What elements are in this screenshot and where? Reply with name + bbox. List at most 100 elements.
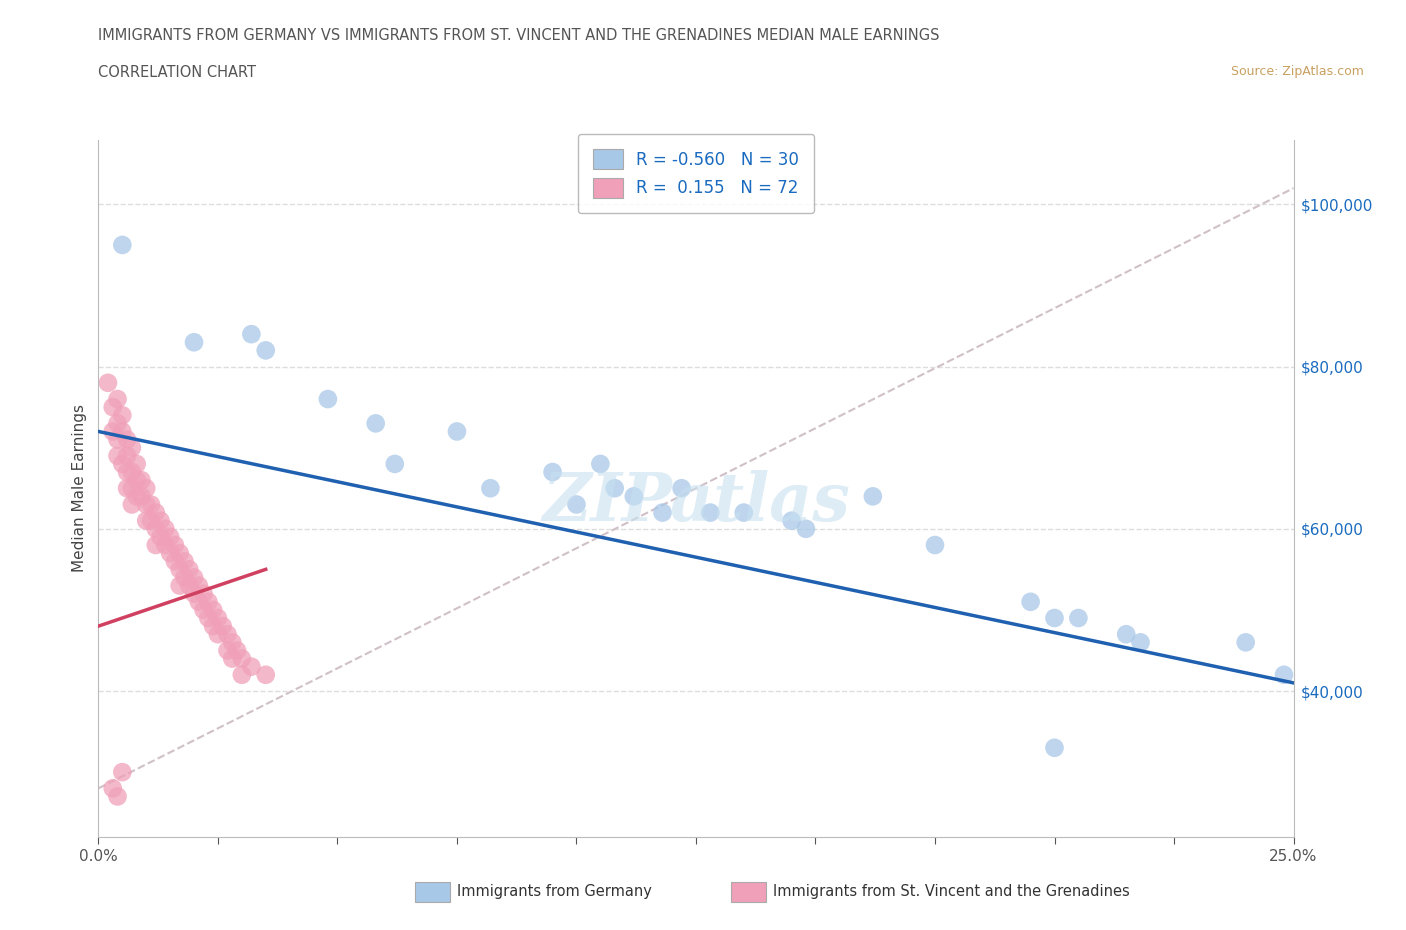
Point xyxy=(111,237,134,252)
Point xyxy=(107,392,129,406)
Point xyxy=(111,764,134,779)
Point xyxy=(671,481,693,496)
Point xyxy=(603,481,626,496)
Point xyxy=(125,489,148,504)
Point xyxy=(169,578,191,593)
Text: Immigrants from St. Vincent and the Grenadines: Immigrants from St. Vincent and the Gren… xyxy=(773,884,1130,899)
Point xyxy=(1234,635,1257,650)
Point xyxy=(163,553,186,568)
Point xyxy=(183,570,205,585)
Point xyxy=(221,635,243,650)
Point xyxy=(97,376,120,391)
Point xyxy=(101,400,124,415)
Point xyxy=(197,611,219,626)
Point xyxy=(1067,611,1090,626)
Point xyxy=(107,448,129,463)
Point xyxy=(125,457,148,472)
Point xyxy=(135,497,157,512)
Point xyxy=(135,481,157,496)
Point xyxy=(121,481,143,496)
Y-axis label: Median Male Earnings: Median Male Earnings xyxy=(72,405,87,572)
Point xyxy=(202,603,225,618)
Text: IMMIGRANTS FROM GERMANY VS IMMIGRANTS FROM ST. VINCENT AND THE GRENADINES MEDIAN: IMMIGRANTS FROM GERMANY VS IMMIGRANTS FR… xyxy=(98,28,941,43)
Point xyxy=(179,562,201,577)
Point xyxy=(231,651,253,666)
Point xyxy=(446,424,468,439)
Point xyxy=(131,472,153,487)
Point xyxy=(187,578,209,593)
Point xyxy=(862,489,884,504)
Point xyxy=(364,416,387,431)
Point xyxy=(121,497,143,512)
Point xyxy=(111,457,134,472)
Point xyxy=(159,529,181,544)
Point xyxy=(135,513,157,528)
Point xyxy=(155,538,177,552)
Point xyxy=(101,781,124,796)
Point xyxy=(699,505,721,520)
Point xyxy=(159,546,181,561)
Point xyxy=(115,481,138,496)
Point xyxy=(149,529,172,544)
Point xyxy=(115,432,138,447)
Point xyxy=(115,465,138,480)
Point xyxy=(111,424,134,439)
Point xyxy=(794,522,817,537)
Point xyxy=(101,424,124,439)
Point xyxy=(179,578,201,593)
Point xyxy=(145,505,167,520)
Point xyxy=(217,643,239,658)
Legend: R = -0.560   N = 30, R =  0.155   N = 72: R = -0.560 N = 30, R = 0.155 N = 72 xyxy=(578,134,814,213)
Point xyxy=(479,481,502,496)
Text: Source: ZipAtlas.com: Source: ZipAtlas.com xyxy=(1230,65,1364,78)
Point xyxy=(231,668,253,683)
Text: CORRELATION CHART: CORRELATION CHART xyxy=(98,65,256,80)
Point xyxy=(565,497,588,512)
Point xyxy=(254,668,277,683)
Text: ZIPatlas: ZIPatlas xyxy=(543,470,849,535)
Point xyxy=(145,538,167,552)
Point xyxy=(623,489,645,504)
Point xyxy=(149,513,172,528)
Point xyxy=(183,335,205,350)
Point xyxy=(111,408,134,423)
Point xyxy=(145,522,167,537)
Point xyxy=(211,618,233,633)
Point xyxy=(107,432,129,447)
Point xyxy=(217,627,239,642)
Point xyxy=(121,440,143,455)
Point xyxy=(163,538,186,552)
Point xyxy=(1272,668,1295,683)
Point xyxy=(169,546,191,561)
Point xyxy=(541,465,564,480)
Point xyxy=(169,562,191,577)
Point xyxy=(131,489,153,504)
Point xyxy=(733,505,755,520)
Point xyxy=(125,472,148,487)
Point xyxy=(254,343,277,358)
Point xyxy=(197,594,219,609)
Point xyxy=(187,594,209,609)
Point xyxy=(226,643,249,658)
Point xyxy=(173,553,195,568)
Point xyxy=(589,457,612,472)
Point xyxy=(139,497,162,512)
Point xyxy=(651,505,673,520)
Point xyxy=(107,789,129,804)
Point xyxy=(183,586,205,601)
Point xyxy=(1043,611,1066,626)
Text: Immigrants from Germany: Immigrants from Germany xyxy=(457,884,652,899)
Point xyxy=(780,513,803,528)
Point xyxy=(207,627,229,642)
Point xyxy=(193,586,215,601)
Point xyxy=(207,611,229,626)
Point xyxy=(1115,627,1137,642)
Point xyxy=(107,416,129,431)
Point xyxy=(139,513,162,528)
Point xyxy=(240,326,263,341)
Point xyxy=(155,522,177,537)
Point xyxy=(1019,594,1042,609)
Point xyxy=(384,457,406,472)
Point xyxy=(240,659,263,674)
Point xyxy=(316,392,339,406)
